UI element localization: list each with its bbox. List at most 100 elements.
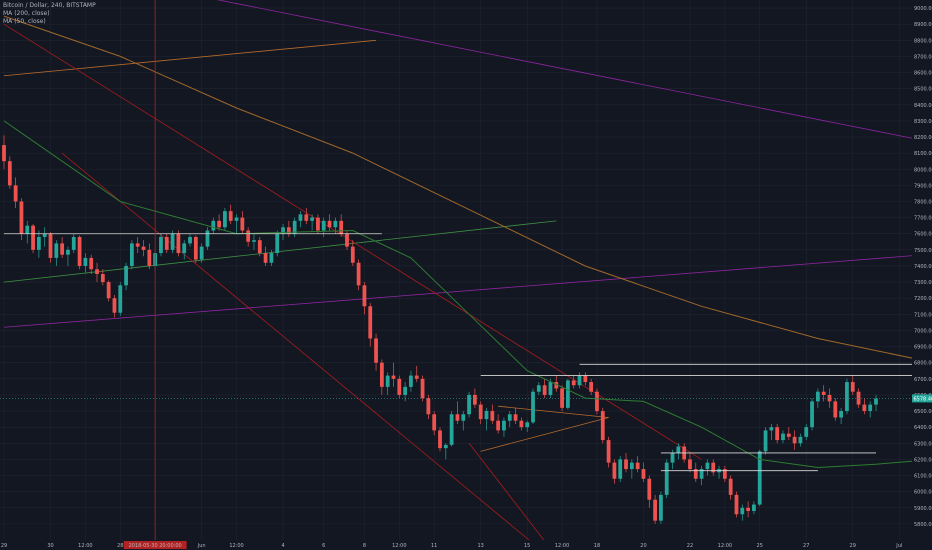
time-tick-label: 30 bbox=[47, 543, 53, 549]
time-tick-label: 28 bbox=[117, 543, 123, 549]
candle-body bbox=[606, 440, 611, 463]
time-tick-label: 13 bbox=[478, 543, 484, 549]
candle-body bbox=[286, 227, 291, 234]
price-tick-label: 6000.00 bbox=[914, 490, 932, 496]
time-tick-label: 12:00 bbox=[718, 543, 732, 549]
candle-body bbox=[147, 249, 152, 266]
candle-body bbox=[385, 375, 390, 387]
horizontal-levels bbox=[4, 233, 932, 472]
candle-body bbox=[612, 462, 617, 479]
candle-body bbox=[25, 225, 30, 234]
candle-body bbox=[199, 246, 204, 260]
ma200-line bbox=[3, 15, 932, 363]
candle-body bbox=[874, 398, 878, 405]
candle-body bbox=[536, 385, 541, 392]
candle-body bbox=[252, 240, 256, 242]
candle-body bbox=[502, 420, 506, 431]
time-tick-label: 22 bbox=[687, 543, 693, 549]
candle-body bbox=[19, 201, 24, 234]
price-tick-label: 6300.00 bbox=[914, 441, 932, 447]
price-tick-label: 6800.00 bbox=[914, 361, 932, 367]
candle-body bbox=[513, 414, 518, 421]
price-tick-label: 5900.00 bbox=[914, 506, 932, 512]
trendline-triangle-bottom bbox=[480, 417, 609, 452]
candle-body bbox=[589, 382, 594, 392]
candle-body bbox=[635, 462, 640, 470]
candle-body bbox=[304, 214, 309, 221]
candle-body bbox=[176, 233, 181, 254]
time-tick-label: 20 bbox=[640, 543, 646, 549]
candle-body bbox=[426, 398, 431, 415]
candle-body bbox=[118, 285, 123, 313]
candle-body bbox=[839, 411, 844, 418]
candle-body bbox=[321, 220, 326, 231]
candle-body bbox=[36, 236, 41, 250]
candle-body bbox=[781, 433, 785, 441]
candle-body bbox=[670, 452, 675, 463]
candle-body bbox=[763, 430, 768, 452]
candle-body bbox=[728, 478, 733, 495]
price-tick-label: 7900.00 bbox=[914, 183, 932, 189]
candle-body bbox=[420, 378, 425, 399]
candle-body bbox=[89, 257, 94, 270]
price-tick-label: 6700.00 bbox=[914, 377, 932, 383]
price-tick-label: 5800.00 bbox=[914, 522, 932, 528]
price-tick-label: 7000.00 bbox=[914, 328, 932, 334]
time-tick-label: 11 bbox=[431, 543, 437, 549]
price-tick-label: 7100.00 bbox=[914, 312, 932, 318]
candle-body bbox=[647, 478, 652, 500]
candle-body bbox=[769, 427, 774, 431]
candle-body bbox=[490, 411, 495, 421]
candle-body bbox=[653, 499, 657, 521]
candle-body bbox=[106, 282, 111, 299]
candle-body bbox=[333, 220, 338, 228]
candle-body bbox=[95, 269, 99, 275]
candle-body bbox=[60, 243, 65, 255]
candle-body bbox=[740, 507, 745, 515]
candle-body bbox=[467, 394, 471, 415]
candle-body bbox=[484, 411, 489, 420]
candle-body bbox=[554, 382, 559, 389]
price-tick-label: 8700.00 bbox=[914, 54, 932, 60]
candle-body bbox=[693, 469, 698, 479]
trendline-triangle-top bbox=[498, 405, 609, 418]
candle-body bbox=[42, 233, 47, 237]
candle-body bbox=[188, 236, 192, 244]
candle-body bbox=[542, 385, 547, 395]
price-tick-label: 8800.00 bbox=[914, 38, 932, 44]
overlay bbox=[0, 0, 912, 540]
candle-body bbox=[705, 462, 710, 470]
candle-body bbox=[821, 391, 826, 395]
candle-body bbox=[688, 459, 692, 470]
candle-body bbox=[193, 236, 198, 260]
candle-body bbox=[356, 262, 361, 286]
candle-body bbox=[443, 444, 448, 449]
candle-body bbox=[159, 236, 163, 254]
last-price-badge-label: 6578.40 bbox=[914, 396, 932, 402]
candle-body bbox=[845, 382, 849, 412]
candle-body bbox=[507, 414, 512, 421]
candle-body bbox=[659, 494, 663, 521]
candle-body bbox=[850, 382, 855, 392]
candle-body bbox=[583, 375, 588, 383]
time-axis[interactable]: 29 30 12:00 28 2018-05-30 20:00:00 Jun 12:00 4 6… bbox=[0, 540, 932, 550]
candle-body bbox=[135, 243, 140, 247]
candle-body bbox=[862, 404, 867, 412]
candle-body bbox=[13, 185, 18, 202]
trendline-pink-lower bbox=[3, 253, 932, 328]
candle-body bbox=[66, 249, 70, 255]
candle-body bbox=[211, 220, 216, 231]
price-axis[interactable]: 5800.00 5900.00 6000.00 6100.00 6200.00 6300.… bbox=[912, 0, 932, 550]
candle-body bbox=[350, 246, 355, 263]
candle-body bbox=[624, 459, 628, 470]
candle-body bbox=[461, 414, 466, 421]
candle-body bbox=[48, 233, 53, 258]
price-tick-label: 6200.00 bbox=[914, 457, 932, 463]
candle-body bbox=[100, 274, 105, 283]
price-tick-label: 7300.00 bbox=[914, 280, 932, 286]
moving-averages bbox=[3, 15, 932, 469]
candle-body bbox=[391, 375, 396, 379]
